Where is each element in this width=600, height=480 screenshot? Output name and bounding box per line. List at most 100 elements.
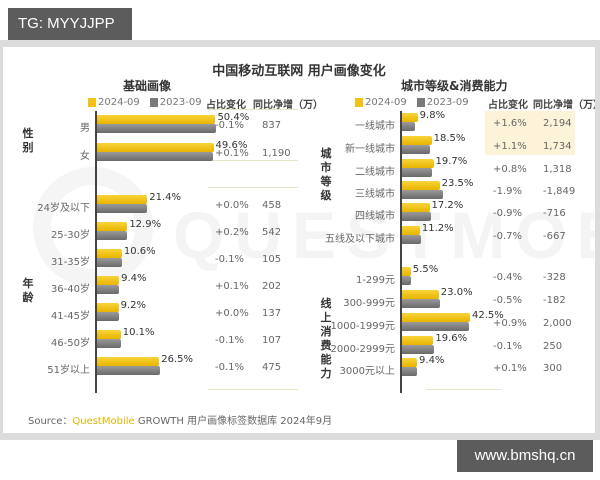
right-subtitle: 城市等级&消费能力 bbox=[401, 79, 508, 93]
chart-row: 男 50.4% -0.1% 837 bbox=[3, 112, 595, 137]
bar-2024 bbox=[402, 290, 439, 299]
bar-2024 bbox=[97, 115, 216, 124]
chart-row: 1-299元 5.5% -0.4% -328 bbox=[3, 264, 595, 289]
bar-value-label: 21.4% bbox=[149, 192, 182, 203]
share-change-value: +0.9% bbox=[493, 318, 527, 329]
separator bbox=[208, 187, 298, 188]
net-increase-value: -328 bbox=[543, 272, 566, 283]
net-increase-value: 458 bbox=[262, 200, 282, 211]
share-change-value: +0.1% bbox=[493, 363, 527, 374]
share-change-value: -0.4% bbox=[493, 272, 523, 283]
category-label: 25-30岁 bbox=[50, 230, 90, 241]
net-increase-value: 105 bbox=[262, 254, 282, 265]
left-col-share-change: 占比变化 bbox=[206, 100, 246, 111]
bar-2023 bbox=[97, 312, 119, 321]
bar-2024 bbox=[402, 159, 434, 168]
bar-2024 bbox=[402, 313, 470, 322]
share-change-value: +0.8% bbox=[493, 164, 527, 175]
share-change-value: +1.1% bbox=[493, 141, 527, 152]
right-col-share-change: 占比变化 bbox=[488, 100, 528, 111]
category-label: 3000元以上 bbox=[339, 366, 395, 377]
source-note: Source：QuestMobile GROWTH 用户画像标签数据库 2024… bbox=[28, 412, 332, 427]
legend-2023-swatch-icon bbox=[416, 98, 425, 107]
net-increase-value: 250 bbox=[543, 341, 563, 352]
category-label: 1000-1999元 bbox=[330, 321, 395, 332]
legend-2024-label: 2024-09 bbox=[98, 97, 140, 108]
share-change-value: -0.5% bbox=[493, 295, 523, 306]
legend-2024-label: 2024-09 bbox=[365, 97, 407, 108]
group-label-age: 年龄 bbox=[22, 277, 34, 304]
bar-2023 bbox=[97, 204, 148, 213]
net-increase-value: 300 bbox=[543, 363, 563, 374]
chart-row: 36-40岁 9.4% +0.1% 202 bbox=[3, 273, 595, 298]
legend-2023-label: 2023-09 bbox=[159, 97, 202, 108]
category-label: 300-999元 bbox=[343, 298, 395, 309]
share-change-value: -0.1% bbox=[493, 341, 523, 352]
share-change-value: -0.9% bbox=[493, 208, 523, 219]
net-increase-value: 107 bbox=[262, 335, 282, 346]
source-prefix: Source： bbox=[28, 416, 73, 427]
bar-2023 bbox=[402, 322, 469, 331]
bar-value-label: 42.5% bbox=[472, 310, 504, 321]
bar-2024 bbox=[402, 336, 434, 345]
bar-2024 bbox=[402, 113, 418, 122]
bar-value-label: 49.6% bbox=[215, 140, 248, 151]
net-increase-value: -1,849 bbox=[543, 186, 576, 197]
net-increase-value: -182 bbox=[543, 295, 566, 306]
source-brand: QuestMobile bbox=[72, 416, 135, 427]
bar-value-label: 10.6% bbox=[123, 246, 156, 257]
net-increase-value: 1,318 bbox=[543, 164, 572, 175]
bar-2023 bbox=[97, 124, 216, 133]
bar-value-label: 50.4% bbox=[217, 112, 250, 123]
net-increase-value: 202 bbox=[262, 281, 282, 292]
bar-2023 bbox=[97, 339, 121, 348]
category-label: 女 bbox=[80, 151, 90, 162]
share-change-value: +0.1% bbox=[215, 148, 249, 159]
image-frame: QUESTMOBILE 中国移动互联网 用户画像变化 基础画像 城市等级&消费能… bbox=[0, 40, 600, 440]
group-label-gender: 性别 bbox=[22, 127, 34, 154]
bar-2023 bbox=[402, 276, 412, 285]
chart-row: 3000元以上 9.4% +0.1% 300 bbox=[3, 355, 595, 380]
bar-value-label: 18.5% bbox=[433, 133, 466, 144]
chart-card: QUESTMOBILE 中国移动互联网 用户画像变化 基础画像 城市等级&消费能… bbox=[3, 47, 595, 433]
bar-2023 bbox=[402, 367, 417, 376]
bar-2023 bbox=[402, 299, 440, 308]
source-text: GROWTH 用户画像标签数据库 2024年9月 bbox=[137, 416, 333, 427]
bar-2024 bbox=[402, 181, 440, 190]
share-change-value: +0.1% bbox=[215, 281, 249, 292]
net-increase-value: 1,734 bbox=[543, 141, 572, 152]
bar-2023 bbox=[402, 145, 430, 154]
category-label: 四线城市 bbox=[355, 211, 395, 222]
right-legend: 2024-09 2023-09 bbox=[355, 97, 469, 108]
legend-2023-label: 2023-09 bbox=[426, 97, 469, 108]
bar-2024 bbox=[97, 330, 121, 339]
highlight-box bbox=[485, 111, 575, 155]
bar-2024 bbox=[97, 276, 120, 285]
bar-2023 bbox=[402, 235, 422, 244]
category-label: 24岁及以下 bbox=[37, 203, 90, 214]
net-increase-value: 1,190 bbox=[262, 148, 291, 159]
share-change-value: -0.1% bbox=[215, 362, 245, 373]
share-change-value: +0.2% bbox=[215, 227, 249, 238]
bar-2024 bbox=[97, 249, 122, 258]
legend-2024-swatch-icon bbox=[355, 98, 363, 107]
bottom-watermark-badge: www.bmshq.cn bbox=[457, 440, 593, 472]
bar-value-label: 5.5% bbox=[412, 264, 439, 275]
chart-row: 24岁及以下 21.4% +0.0% 458 bbox=[3, 192, 595, 217]
bar-value-label: 9.4% bbox=[419, 355, 445, 366]
net-increase-value: 475 bbox=[262, 362, 282, 373]
bar-2024 bbox=[402, 136, 432, 145]
bar-value-label: 19.6% bbox=[435, 333, 468, 344]
bar-value-label: 19.7% bbox=[435, 156, 468, 167]
bar-2023 bbox=[97, 285, 119, 294]
chart-row: 2000-2999元 19.6% -0.1% 250 bbox=[3, 333, 595, 358]
share-change-value: -0.1% bbox=[215, 120, 245, 131]
left-col-net-increase: 同比净增（万） bbox=[253, 100, 323, 111]
net-increase-value: 2,000 bbox=[543, 318, 572, 329]
category-label: 1-299元 bbox=[355, 275, 395, 286]
category-label: 一线城市 bbox=[355, 121, 395, 132]
net-increase-value: -716 bbox=[543, 208, 566, 219]
separator bbox=[208, 389, 298, 390]
share-change-value: -0.1% bbox=[215, 335, 245, 346]
chart-row: 300-999元 23.0% -0.5% -182 bbox=[3, 287, 595, 312]
